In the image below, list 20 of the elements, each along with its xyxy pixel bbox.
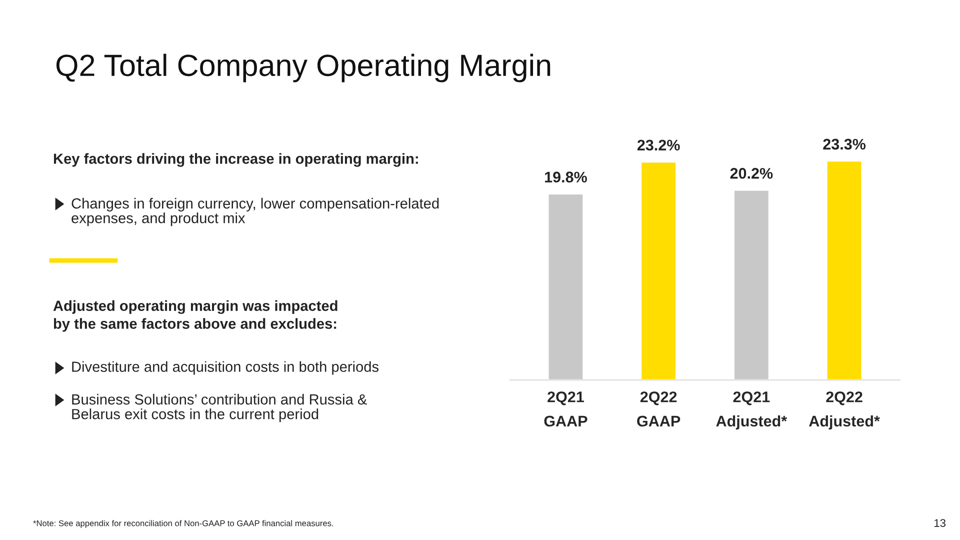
- text: *Note: See appendix for reconciliation of Non-GAAP to GAAP financial measures.: [33, 520, 334, 528]
- text: 13: [934, 519, 946, 527]
- data-label: 20.2%: [730, 168, 773, 179]
- text: Adjusted operating margin was impacted by the same factors above and excludes:: [53, 300, 338, 332]
- x-tick-label: 2Q22 Adjusted*: [809, 392, 880, 430]
- data-label: 19.8%: [545, 172, 587, 183]
- data-label: 23.3%: [823, 138, 866, 150]
- text: Business Solutions’ contribution and Russia & Belarus exit costs in the current period: [72, 394, 367, 422]
- text: Divestiture and acquisition costs in both periods: [72, 361, 379, 375]
- x-tick-label: 2Q21 Adjusted*: [716, 392, 788, 430]
- bar: [826, 160, 863, 380]
- chart-title: Q2 Total Company Operating Margin: [56, 54, 550, 82]
- x-tick-label: 2Q22 GAAP: [637, 392, 680, 427]
- bar: [733, 189, 770, 380]
- text: Key factors driving the increase in operating margin:: [54, 153, 418, 167]
- x-tick-label: 2Q21 GAAP: [544, 392, 588, 427]
- bar: [640, 161, 677, 380]
- text: Changes in foreign currency, lower compensation-related expenses, and product mix: [72, 198, 439, 226]
- data-label: 23.2%: [637, 140, 680, 151]
- bar: [547, 193, 584, 380]
